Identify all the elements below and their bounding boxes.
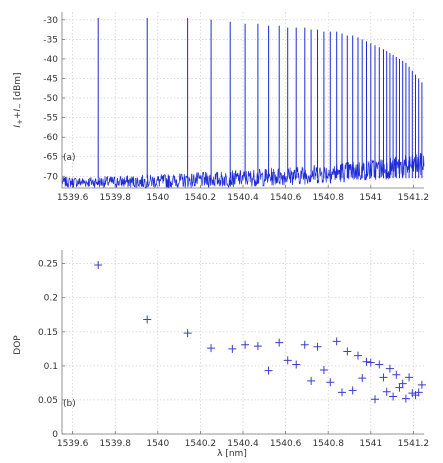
dop-point — [183, 329, 192, 338]
dop-point — [405, 373, 414, 382]
panel-b-y-axis-label: DOP — [13, 335, 23, 355]
x-tick-label: 1541 — [359, 439, 382, 449]
dop-point — [264, 366, 273, 375]
dop-point — [207, 344, 216, 353]
y-tick-label: -70 — [43, 172, 58, 182]
dop-point — [343, 347, 352, 356]
dop-point — [375, 360, 384, 369]
y-tick-label: -60 — [43, 133, 58, 143]
y-tick-label: 0.15 — [38, 328, 58, 338]
ylabel-plus: + — [13, 112, 23, 120]
y-tick-label: -65 — [43, 153, 58, 163]
panel-a-label: (a) — [63, 153, 76, 163]
panel-a-axes — [61, 12, 424, 189]
dop-point — [253, 342, 262, 351]
y-tick-label: -40 — [43, 55, 58, 65]
dop-point — [332, 337, 341, 346]
x-tick-label: 1540.8 — [312, 193, 344, 203]
dop-point — [94, 260, 103, 269]
dop-point — [379, 373, 388, 382]
y-tick-label: -30 — [43, 16, 58, 26]
dop-point — [385, 364, 394, 373]
panel-b-grid — [62, 250, 424, 435]
y-tick-label: 0.05 — [38, 396, 58, 406]
panel-b-label: (b) — [63, 399, 76, 409]
dop-point — [292, 360, 301, 369]
dop-point — [382, 387, 391, 396]
x-tick-label: 1541.2 — [398, 439, 430, 449]
x-tick-label: 1540.2 — [185, 193, 217, 203]
y-tick-label: 0.1 — [44, 362, 58, 372]
dop-point — [283, 356, 292, 365]
y-tick-label: 0 — [52, 430, 58, 440]
x-tick-label: 1540.4 — [227, 439, 259, 449]
panel-a-y-ticks: -70 -65 -60 -55 -50 -45 -40 -35 -30 — [43, 16, 65, 182]
y-tick-label: -50 — [43, 94, 58, 104]
panel-a-x-ticks: 1539.6 1539.8 1540 1540.2 1540.4 1540.6 1540.8… — [57, 185, 429, 203]
x-tick-label: 1540.6 — [270, 439, 302, 449]
x-tick-label: 1540.8 — [312, 439, 344, 449]
panel-a-noise-floor — [61, 153, 425, 189]
dop-point — [300, 340, 309, 349]
x-tick-label: 1541.2 — [398, 193, 430, 203]
ylabel-unit: [dBm] — [13, 72, 23, 103]
panel-b-y-ticks: 0 0.05 0.1 0.15 0.2 0.25 — [38, 260, 65, 440]
x-tick-label: 1540 — [146, 439, 169, 449]
x-tick-label: 1540.2 — [185, 439, 217, 449]
dop-point — [401, 394, 410, 403]
dop-point — [275, 338, 284, 347]
y-tick-label: -55 — [43, 114, 58, 124]
dop-point — [392, 370, 401, 379]
x-tick-label: 1539.6 — [57, 193, 89, 203]
x-tick-label: 1540.6 — [270, 193, 302, 203]
dop-point — [408, 389, 417, 398]
x-tick-label: 1539.6 — [57, 439, 89, 449]
dop-point — [319, 365, 328, 374]
y-tick-label: 0.2 — [44, 294, 58, 304]
x-tick-label: 1541 — [359, 193, 382, 203]
ylabel-minus-sub: − — [16, 103, 24, 109]
y-tick-label: -35 — [43, 35, 58, 45]
dop-point — [241, 340, 250, 349]
y-tick-label: -45 — [43, 75, 58, 85]
panel-a-y-axis-label: I++I− [dBm] — [13, 72, 24, 127]
dop-point — [398, 379, 407, 388]
x-tick-label: 1539.8 — [99, 193, 131, 203]
dop-point — [417, 380, 426, 389]
panel-b-x-ticks: 1539.6 1539.8 1540 1540.2 1540.4 1540.6 1540.8… — [57, 431, 429, 449]
dop-point — [366, 358, 375, 367]
dop-point — [307, 376, 316, 385]
ylabel-plus-sub: + — [16, 119, 24, 125]
x-tick-label: 1540.4 — [227, 193, 259, 203]
ylabel-i: I — [13, 125, 23, 128]
panel-a-spectrum: 1539.6 1539.8 1540 1540.2 1540.4 1540.6 1540.8… — [13, 12, 429, 203]
dop-point — [338, 388, 347, 397]
dop-point — [228, 344, 237, 353]
dop-point — [414, 388, 423, 397]
noise-trace — [61, 153, 425, 189]
dop-point — [326, 378, 335, 387]
panel-b-dop: 1539.6 1539.8 1540 1540.2 1540.4 1540.6 1540.8… — [13, 250, 429, 459]
dop-point — [143, 315, 152, 324]
dop-point — [358, 374, 367, 383]
dop-point — [389, 392, 398, 401]
panel-a-grid — [62, 12, 424, 188]
panel-b-points — [94, 260, 426, 404]
dop-point — [371, 395, 380, 404]
x-tick-label: 1539.8 — [99, 439, 131, 449]
dop-point — [395, 383, 404, 392]
x-tick-label: 1540 — [146, 193, 169, 203]
ylabel-i2: I — [13, 109, 23, 112]
dop-point — [362, 357, 371, 366]
y-tick-label: 0.25 — [38, 260, 58, 270]
dop-point — [348, 386, 357, 395]
panel-b-x-axis-label: λ [nm] — [217, 449, 247, 459]
panel-a-peaks — [97, 17, 423, 179]
dop-point — [313, 342, 322, 351]
dop-point — [353, 351, 362, 360]
